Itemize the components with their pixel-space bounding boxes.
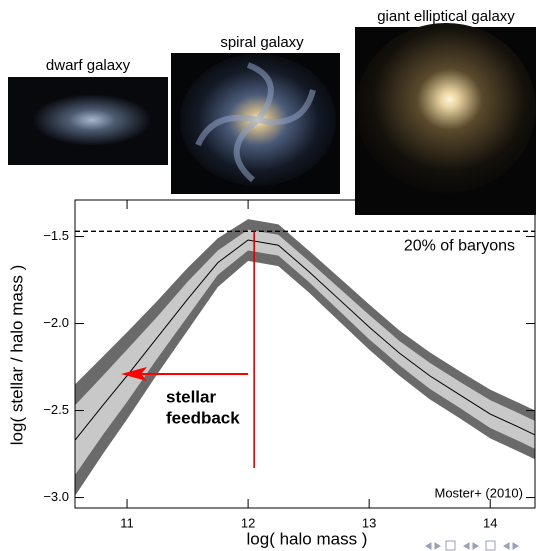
galaxy-label: spiral galaxy bbox=[220, 34, 304, 51]
nav-icons bbox=[426, 541, 518, 550]
slide: 20% of baryonsstellarfeedbackMoster+ (20… bbox=[0, 0, 536, 551]
dwarf-glow bbox=[32, 94, 152, 146]
elliptical-glow bbox=[356, 23, 536, 193]
galaxy-label: dwarf galaxy bbox=[46, 57, 131, 74]
galaxy-label: giant elliptical galaxy bbox=[377, 8, 515, 25]
galaxy-images: dwarf galaxy spiral galaxy giant ellipti… bbox=[0, 0, 536, 551]
